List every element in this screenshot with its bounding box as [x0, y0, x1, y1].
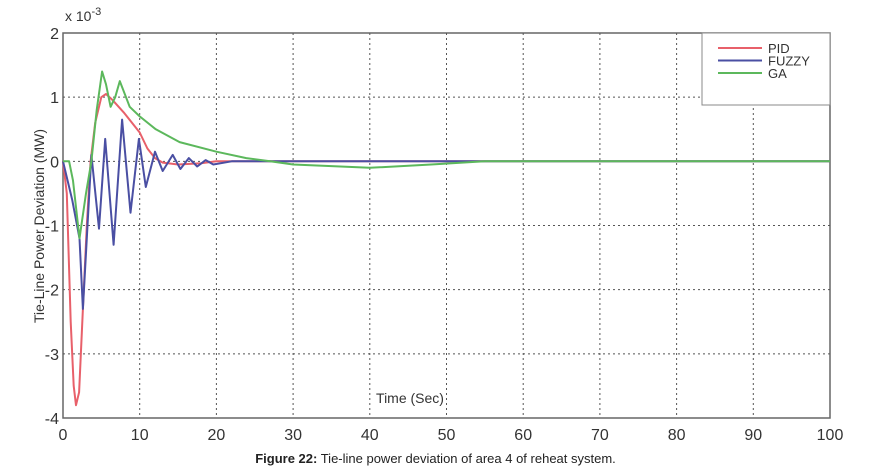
x-tick-label: 0 [59, 427, 68, 444]
y-multiplier: x 10-3 [65, 6, 101, 24]
x-tick-label: 60 [514, 427, 532, 444]
legend-label-ga: GA [768, 66, 787, 81]
figure-caption: Figure 22: Tie-line power deviation of a… [0, 451, 871, 466]
legend-label-fuzzy: FUZZY [768, 54, 810, 69]
y-axis-label: Tie-Line Power Deviation (MW) [31, 129, 47, 323]
y-tick-label: -3 [45, 347, 59, 364]
x-tick-label: 90 [744, 427, 762, 444]
y-tick-label: 1 [50, 90, 59, 107]
series-line-fuzzy [62, 118, 830, 310]
legend-box [701, 32, 831, 106]
y-tick-label: 0 [50, 154, 59, 171]
x-axis-label: Time (Sec) [376, 390, 444, 406]
y-tick-label: -4 [45, 411, 59, 428]
caption-label: Figure 22: [255, 451, 318, 466]
y-tick-label: -1 [45, 219, 59, 236]
x-tick-label: 80 [668, 427, 686, 444]
x-tick-label: 30 [284, 427, 302, 444]
x-tick-label: 70 [591, 427, 609, 444]
x-tick-label: 50 [438, 427, 456, 444]
x-tick-label: 100 [817, 427, 844, 444]
y-tick-label: -2 [45, 283, 59, 300]
legend-label-pid: PID [768, 41, 790, 56]
series-line-ga [63, 70, 830, 240]
x-tick-label: 20 [208, 427, 226, 444]
x-tick-label: 40 [361, 427, 379, 444]
caption-text: Tie-line power deviation of area 4 of re… [317, 451, 616, 466]
x-tick-label: 10 [131, 427, 149, 444]
y-tick-label: 2 [50, 26, 59, 43]
